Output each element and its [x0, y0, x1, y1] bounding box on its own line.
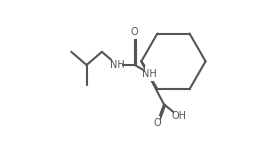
Text: NH: NH	[143, 69, 157, 79]
Polygon shape	[145, 66, 155, 81]
Polygon shape	[154, 116, 160, 130]
Text: NH: NH	[110, 60, 125, 70]
Polygon shape	[174, 109, 183, 123]
Text: O: O	[153, 118, 161, 128]
Polygon shape	[112, 57, 122, 73]
Polygon shape	[131, 25, 138, 39]
Text: OH: OH	[171, 111, 186, 121]
Text: O: O	[131, 27, 138, 37]
